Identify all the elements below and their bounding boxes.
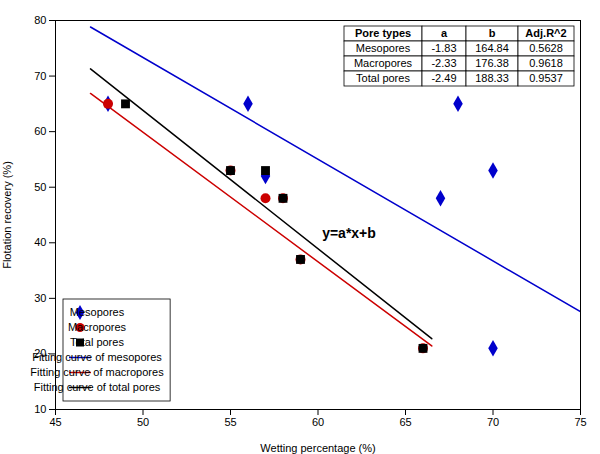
svg-text:Wetting percentage (%): Wetting percentage (%): [260, 442, 375, 454]
svg-text:-2.33: -2.33: [431, 57, 456, 69]
svg-text:Flotation recovery (%): Flotation recovery (%): [1, 161, 13, 269]
svg-text:164.84: 164.84: [475, 42, 509, 54]
svg-text:50: 50: [34, 181, 46, 193]
svg-text:Fitting curve of mesopores: Fitting curve of mesopores: [32, 351, 162, 363]
svg-text:65: 65: [399, 416, 411, 428]
svg-text:30: 30: [34, 292, 46, 304]
svg-text:0.9618: 0.9618: [529, 57, 563, 69]
svg-text:50: 50: [137, 416, 149, 428]
svg-text:10: 10: [34, 403, 46, 415]
svg-text:0.5628: 0.5628: [529, 42, 563, 54]
svg-text:0.9537: 0.9537: [529, 72, 563, 84]
svg-text:75: 75: [574, 416, 586, 428]
svg-text:Total pores: Total pores: [70, 336, 124, 348]
svg-text:Macropores: Macropores: [354, 57, 413, 69]
svg-text:45: 45: [49, 416, 61, 428]
svg-text:-1.83: -1.83: [431, 42, 456, 54]
svg-text:60: 60: [34, 125, 46, 137]
svg-text:55: 55: [224, 416, 236, 428]
svg-text:70: 70: [34, 70, 46, 82]
svg-text:a: a: [441, 27, 448, 39]
svg-text:60: 60: [312, 416, 324, 428]
svg-text:Mesopores: Mesopores: [356, 42, 411, 54]
svg-text:Mesopores: Mesopores: [70, 306, 125, 318]
svg-text:188.33: 188.33: [475, 72, 509, 84]
svg-text:b: b: [489, 27, 496, 39]
svg-text:y=a*x+b: y=a*x+b: [322, 225, 376, 241]
svg-text:Fitting curve of macropores: Fitting curve of macropores: [30, 366, 164, 378]
svg-text:70: 70: [487, 416, 499, 428]
svg-text:Adj.R^2: Adj.R^2: [525, 27, 566, 39]
svg-text:Total pores: Total pores: [356, 72, 410, 84]
svg-text:Macropores: Macropores: [68, 321, 127, 333]
svg-text:176.38: 176.38: [475, 57, 509, 69]
svg-text:-2.49: -2.49: [431, 72, 456, 84]
svg-text:Pore types: Pore types: [355, 27, 411, 39]
svg-text:80: 80: [34, 14, 46, 26]
svg-text:40: 40: [34, 236, 46, 248]
svg-text:Fitting curve of total pores: Fitting curve of total pores: [34, 381, 161, 393]
